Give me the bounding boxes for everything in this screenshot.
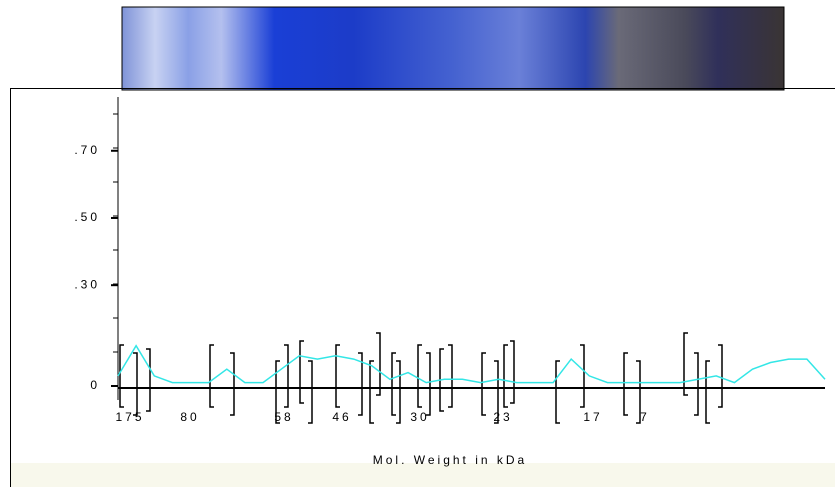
lane-bracket: [580, 345, 584, 407]
lane-bracket: [624, 353, 628, 415]
frame: [11, 89, 835, 487]
x-tick-label: 7: [640, 410, 650, 424]
lane-bracket: [636, 361, 640, 423]
x-tick-label: 30: [410, 410, 429, 424]
gel-image: [122, 7, 784, 90]
y-tick-label: 0: [90, 378, 100, 392]
lane-bracket: [396, 361, 400, 423]
x-tick-label: 17: [583, 410, 602, 424]
lane-bracket: [230, 353, 234, 415]
x-tick-label: 46: [332, 410, 351, 424]
lane-bracket: [376, 333, 380, 395]
lane-bracket: [448, 345, 452, 407]
x-tick-label: 23: [493, 410, 512, 424]
lane-bracket: [133, 353, 137, 415]
lane-bracket: [510, 341, 514, 403]
lane-bracket: [504, 345, 508, 407]
lane-bracket: [556, 361, 560, 423]
x-tick-label: 80: [180, 410, 199, 424]
lane-bracket: [482, 353, 486, 415]
lane-bracket: [284, 345, 288, 407]
lane-bracket: [300, 341, 304, 403]
lane-bracket: [336, 345, 340, 407]
x-axis-title: Mol. Weight in kDa: [373, 453, 527, 467]
lane-bracket: [210, 345, 214, 407]
lane-bracket: [684, 333, 688, 395]
lane-bracket: [426, 353, 430, 415]
x-tick-label: 175: [115, 410, 144, 424]
y-tick-label: .30: [74, 277, 100, 291]
lane-bracket: [706, 361, 710, 423]
lane-bracket: [392, 353, 396, 415]
lane-bracket: [418, 345, 422, 407]
lane-bracket: [120, 345, 124, 407]
x-tick-label: 58: [274, 410, 293, 424]
trace-line: [118, 346, 825, 383]
lane-bracket: [308, 361, 312, 423]
page: {"chart_data": {"type": "line", "x_label…: [0, 0, 835, 487]
y-tick-label: .50: [74, 210, 100, 224]
lane-bracket: [146, 349, 150, 411]
lane-bracket: [694, 353, 698, 415]
y-tick-label: .70: [74, 143, 100, 157]
lane-bracket: [370, 361, 374, 423]
chart: Mol. Weight in kDa .70 .50 .30 0 175 80 58 46 30…: [0, 0, 835, 487]
